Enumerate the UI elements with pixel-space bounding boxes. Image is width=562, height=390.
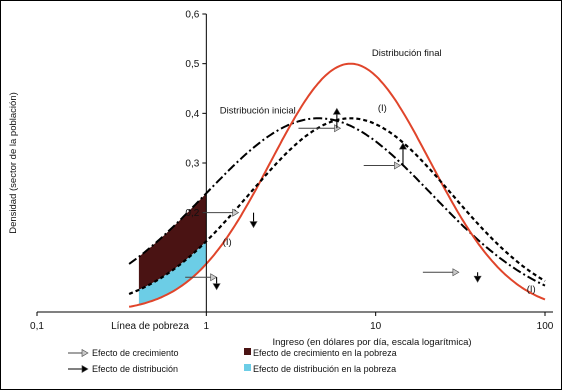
annotations: Distribución inicial Distribución final (I… (220, 48, 536, 295)
growth-arrowhead (211, 274, 217, 281)
annotation-label: Distribución inicial (220, 105, 296, 116)
distribution-arrowhead (213, 284, 220, 290)
y-axis-label: Densidad (sector de la población) (8, 92, 19, 234)
y-tick-label: 0,3 (185, 159, 199, 170)
legend-growth-arrowhead-icon (82, 350, 88, 357)
distribution-arrowhead (250, 222, 257, 228)
growth-arrowhead (394, 162, 400, 169)
x-tick-label: 0,1 (30, 321, 44, 332)
x-tick-label: 1 (204, 321, 210, 332)
growth-arrowhead (453, 269, 459, 276)
effect-arrows (185, 108, 481, 289)
annotation-label: Distribución final (372, 48, 442, 59)
legend-label: Efecto de distribución en la pobreza (253, 364, 396, 374)
x-axis-label: Ingreso (en dólares por día, escala loga… (272, 337, 471, 348)
annotation-label: (I) (223, 237, 232, 248)
y-tick-label: 0,6 (185, 10, 199, 21)
legend-swatch-distribution (244, 364, 251, 371)
distribution-arrowhead (474, 276, 481, 282)
legend-distribution-arrowhead-icon (82, 366, 88, 373)
legend: Efecto de crecimiento Efecto de distribuc… (68, 348, 397, 374)
annotation-label: (I) (378, 103, 387, 114)
y-tick-label: 0,2 (185, 208, 199, 219)
y-tick-label: 0,4 (185, 109, 199, 120)
legend-label: Efecto de distribución (92, 364, 178, 374)
x-tick-label: 100 (537, 321, 554, 332)
y-tick-label: 0,5 (185, 59, 199, 70)
growth-arrowhead (335, 125, 341, 132)
annotation-label: (I) (527, 284, 536, 295)
x-tick-label: 10 (370, 321, 382, 332)
distribution-arrowhead (333, 108, 340, 114)
poverty-line-label: Línea de pobreza (111, 321, 189, 332)
legend-label: Efecto de crecimiento en la pobreza (253, 348, 397, 358)
legend-label: Efecto de crecimiento (92, 348, 179, 358)
legend-swatch-growth (244, 348, 251, 355)
